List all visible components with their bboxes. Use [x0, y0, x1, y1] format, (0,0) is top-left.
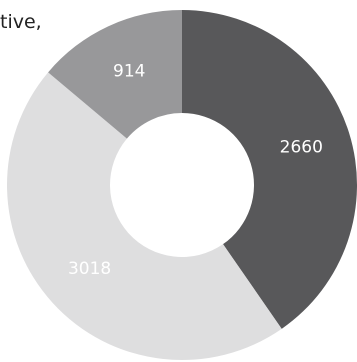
donut-slices [7, 10, 357, 360]
donut-slice-3018 [7, 72, 282, 360]
slice-label-2660: 2660 [280, 138, 323, 158]
slice-label-3018: 3018 [68, 259, 111, 279]
slice-label-914: 914 [113, 62, 145, 82]
chart-title-fragment: tive, [0, 11, 42, 33]
donut-slice-2660 [182, 10, 357, 329]
slice-labels: 2660 3018 914 [68, 62, 323, 279]
donut-slice-914 [48, 10, 182, 139]
